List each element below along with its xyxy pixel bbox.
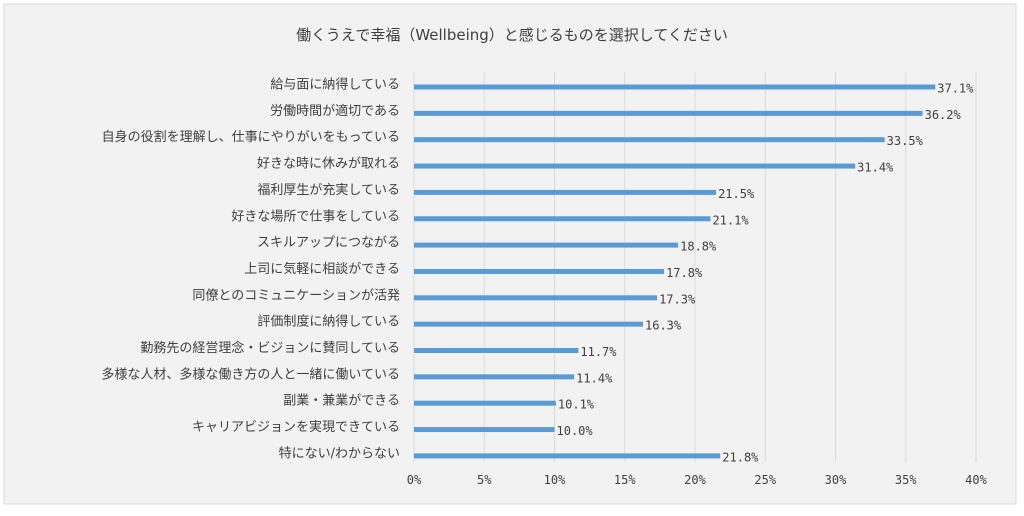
x-tick-label: 10%	[544, 473, 566, 487]
category-label: 好きな場所で仕事をしている	[231, 209, 400, 224]
chart-title: 働くうえで幸福（Wellbeing）と感じるものを選択してください	[296, 26, 728, 44]
category-label: 副業・兼業ができる	[283, 393, 400, 409]
data-labels: 37.1% 36.2%33.5% 31.4% 21.5% 21.1% 18.8% 17.8%…	[557, 82, 975, 465]
bar	[414, 427, 555, 433]
bar	[414, 374, 575, 380]
bar	[414, 453, 721, 459]
data-label: 11.4%	[576, 371, 613, 385]
data-label: 21.1%	[712, 213, 749, 227]
data-label: 17.3%	[659, 292, 696, 306]
x-tick-label: 0%	[407, 473, 422, 487]
x-tick-label: 5%	[477, 473, 492, 487]
data-label: 31.4%	[857, 161, 894, 175]
x-tick-label: 20%	[684, 473, 706, 487]
category-label: 同僚とのコミュニケーションが活発	[192, 288, 400, 303]
data-label: 36.2%	[925, 108, 962, 122]
x-tick-label: 15%	[614, 473, 636, 487]
data-label: 16.3%	[645, 319, 682, 333]
bar	[414, 216, 711, 222]
bar	[414, 295, 658, 301]
bars	[414, 84, 936, 459]
gridlines	[413, 72, 977, 462]
bar	[414, 348, 579, 353]
category-label: 上司に気軽に相談ができる	[244, 261, 400, 277]
data-label: 18.8%	[680, 240, 717, 254]
bar	[414, 163, 856, 169]
category-label: 給与面に納得している	[270, 77, 400, 93]
x-tick-label: 30%	[825, 473, 847, 487]
category-label: キャリアビジョンを実現できている	[192, 419, 400, 435]
category-labels: 給与面に納得している労働時間が適切である自身の役割を理解し、仕事にやりがいをもっ…	[101, 77, 400, 462]
category-label: スキルアップにつながる	[257, 236, 400, 251]
data-label: 10.1%	[558, 398, 595, 412]
bar	[414, 110, 923, 116]
x-tick-label: 35%	[895, 473, 917, 487]
category-label: 勤務先の経営理念・ビジョンに賛同している	[140, 340, 400, 356]
bar	[414, 400, 556, 406]
category-label: 労働時間が適切である	[270, 103, 400, 119]
data-label: 17.8%	[666, 266, 703, 280]
data-label: 37.1%	[937, 82, 974, 96]
bar	[414, 242, 679, 248]
category-label: 福利厚生が充実している	[257, 182, 400, 198]
x-tick-label: 40%	[965, 473, 987, 487]
bar	[414, 189, 717, 195]
bar	[414, 84, 936, 90]
category-label: 自身の役割を理解し、仕事にやりがいをもっている	[102, 129, 400, 145]
data-label: 11.7%	[580, 345, 617, 359]
bar	[414, 321, 644, 327]
data-label: 21.5%	[718, 187, 755, 201]
bar	[414, 137, 885, 143]
data-label: 33.5%	[887, 134, 924, 148]
category-label: 多様な人材、多様な働き方の人と一緒に働いている	[101, 366, 400, 382]
x-tick-label: 25%	[754, 473, 776, 487]
x-axis-tick-labels: 0% 5% 10% 15% 20% 25% 30% 35% 40%	[407, 473, 988, 487]
data-label: 10.0%	[557, 424, 594, 438]
bar	[414, 268, 665, 274]
category-label: 好きな時に休みが取れる	[257, 157, 400, 172]
category-label: 評価制度に納得している	[257, 314, 400, 330]
data-label: 21.8%	[722, 450, 759, 464]
category-label: 特にない/わからない	[279, 446, 400, 461]
